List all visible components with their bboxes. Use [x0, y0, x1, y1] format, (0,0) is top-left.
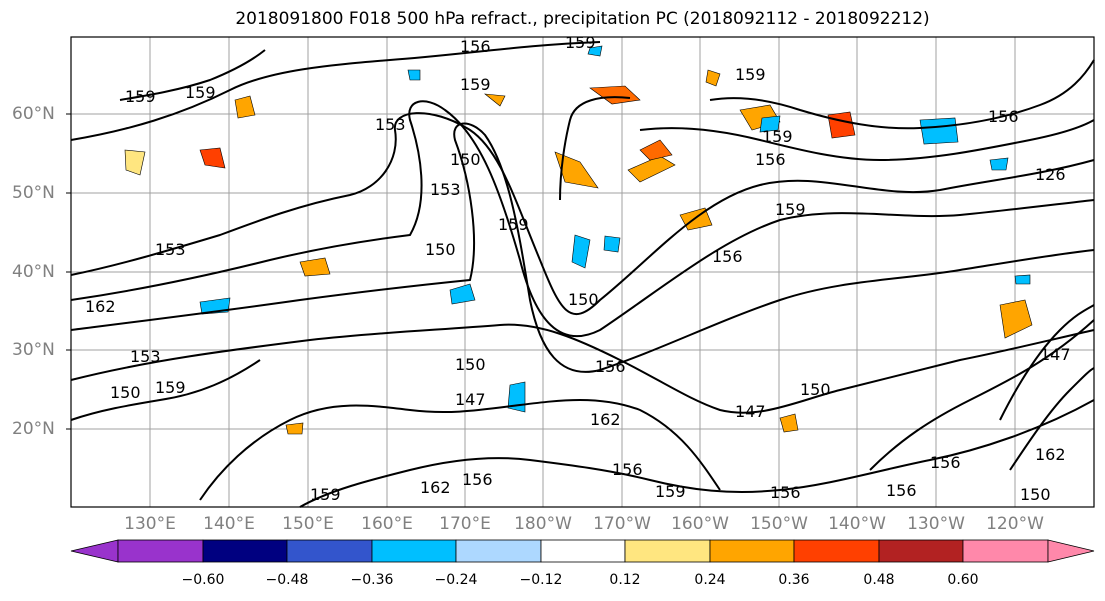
contour-label: 162 [420, 478, 451, 497]
colorbar-swatch [793, 539, 880, 563]
lon-label: 160°E [361, 514, 413, 534]
colorbar-tick-label: 0.36 [778, 572, 810, 588]
colorbar-tick-label: −0.60 [181, 572, 225, 588]
lon-label: 130°W [907, 514, 965, 534]
colorbar [70, 539, 1095, 563]
colorbar-swatch [878, 539, 964, 563]
contour-label: 150 [800, 380, 831, 399]
contour-label: 159 [155, 378, 186, 397]
colorbar-tick-label: −0.48 [265, 572, 309, 588]
contour-label: 150 [1020, 485, 1051, 504]
colorbar-tick-label: 0.12 [609, 572, 641, 588]
colorbar-swatch [371, 539, 457, 563]
contour-label: 159 [735, 65, 766, 84]
lon-label: 180°W [514, 514, 572, 534]
colorbar-tick-label: −0.24 [434, 572, 478, 588]
contour-label: 159 [310, 485, 341, 504]
colorbar-tick-label: −0.12 [519, 572, 563, 588]
lon-label: 160°W [671, 514, 729, 534]
colorbar-swatch [962, 539, 1049, 563]
colorbar-tick-label: 0.48 [863, 572, 895, 588]
lon-label: 140°W [828, 514, 886, 534]
contour-label: 153 [130, 347, 161, 366]
contour-label: 147 [1040, 345, 1071, 364]
colorbar-swatch [202, 539, 288, 563]
contour-label: 126 [1035, 165, 1066, 184]
colorbar-tick-label: −0.36 [350, 572, 394, 588]
contour-label: 162 [1035, 445, 1066, 464]
contour-label: 156 [460, 37, 491, 56]
contour-label: 159 [185, 83, 216, 102]
contour-value-labels: 156 159 159 159 153 150 159 153 150 153 … [85, 33, 1071, 504]
lon-label: 150°W [750, 514, 808, 534]
lat-label: 50°N [12, 183, 55, 203]
colorbar-swatch [117, 539, 204, 563]
lat-label: 30°N [12, 340, 55, 360]
lon-label: 170°E [439, 514, 491, 534]
colorbar-swatch [540, 539, 626, 563]
colorbar-tick-label: 0.24 [694, 572, 726, 588]
colorbar-swatch [286, 539, 373, 563]
contour-label: 162 [85, 297, 116, 316]
colorbar-swatch [1047, 539, 1095, 563]
contour-label: 150 [568, 290, 599, 309]
lat-label: 40°N [12, 262, 55, 282]
lon-label: 130°E [124, 514, 176, 534]
contour-label: 153 [155, 240, 186, 259]
contour-label: 153 [430, 180, 461, 199]
contour-label: 156 [770, 483, 801, 502]
lon-label: 170°W [593, 514, 651, 534]
lon-label: 120°W [986, 514, 1044, 534]
contour-label: 162 [590, 410, 621, 429]
contour-label: 159 [655, 482, 686, 501]
graticule [71, 37, 1094, 507]
contour-label: 153 [375, 115, 406, 134]
precip-patches [124, 45, 1033, 435]
contour-lines [70, 41, 1095, 508]
map-title: 2018091800 F018 500 hPa refract., precip… [235, 9, 930, 29]
contour-label: 147 [455, 390, 486, 409]
contour-label: 147 [735, 402, 766, 421]
contour-label: 156 [712, 247, 743, 266]
contour-label: 156 [462, 470, 493, 489]
contour-label: 159 [125, 87, 156, 106]
contour-label: 159 [460, 75, 491, 94]
lat-label: 60°N [12, 104, 55, 124]
contour-label: 159 [565, 33, 596, 52]
contour-label: 159 [498, 215, 529, 234]
colorbar-swatch [709, 539, 795, 563]
colorbar-swatch [624, 539, 711, 563]
contour-label: 156 [930, 453, 961, 472]
contour-label: 156 [612, 460, 643, 479]
contour-label: 156 [886, 481, 917, 500]
colorbar-tick-label: 0.60 [947, 572, 979, 588]
colorbar-swatch [455, 539, 542, 563]
contour-label: 159 [762, 127, 793, 146]
contour-label: 156 [595, 357, 626, 376]
contour-label: 150 [450, 150, 481, 169]
lat-label: 20°N [12, 419, 55, 439]
colorbar-swatch [70, 539, 119, 563]
lon-label: 150°E [282, 514, 334, 534]
contour-label: 156 [755, 150, 786, 169]
contour-label: 150 [425, 240, 456, 259]
lon-label: 140°E [203, 514, 255, 534]
contour-label: 156 [988, 107, 1019, 126]
contour-label: 159 [775, 200, 806, 219]
contour-label: 150 [110, 383, 141, 402]
contour-label: 150 [455, 355, 486, 374]
